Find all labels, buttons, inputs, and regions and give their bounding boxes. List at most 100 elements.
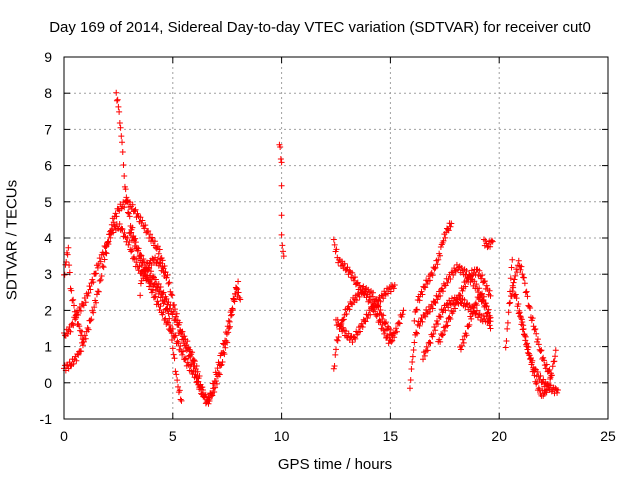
data-point bbox=[411, 317, 418, 324]
data-point bbox=[382, 320, 389, 327]
y-tick-label: 9 bbox=[44, 49, 52, 65]
data-point bbox=[419, 291, 426, 298]
data-point bbox=[131, 207, 138, 214]
data-point bbox=[512, 272, 519, 279]
data-point bbox=[147, 272, 154, 279]
data-point bbox=[489, 238, 496, 245]
data-point bbox=[485, 306, 492, 313]
data-point bbox=[439, 331, 446, 338]
data-point bbox=[180, 348, 187, 355]
data-point bbox=[75, 351, 82, 358]
data-point bbox=[107, 234, 114, 241]
data-point bbox=[85, 326, 92, 333]
data-point bbox=[190, 357, 197, 364]
data-point bbox=[448, 220, 455, 227]
data-point bbox=[389, 332, 396, 339]
data-point bbox=[369, 289, 376, 296]
data-point bbox=[471, 308, 478, 315]
data-point bbox=[513, 295, 520, 302]
data-point bbox=[413, 307, 420, 314]
data-point bbox=[508, 293, 515, 300]
data-point bbox=[84, 292, 91, 299]
data-point bbox=[418, 288, 425, 295]
data-point bbox=[447, 223, 454, 230]
data-point bbox=[332, 351, 339, 358]
data-point bbox=[154, 243, 161, 250]
data-point bbox=[515, 257, 522, 264]
data-point bbox=[175, 322, 182, 329]
data-point bbox=[212, 384, 219, 391]
data-point bbox=[424, 280, 431, 287]
data-point bbox=[278, 212, 285, 219]
data-point bbox=[542, 365, 549, 372]
data-point bbox=[156, 287, 163, 294]
data-point bbox=[208, 391, 215, 398]
data-point bbox=[154, 256, 161, 263]
data-point bbox=[113, 97, 120, 104]
data-point bbox=[399, 311, 406, 318]
data-point bbox=[411, 339, 418, 346]
data-point bbox=[112, 210, 119, 217]
data-point bbox=[444, 322, 451, 329]
data-point bbox=[416, 322, 423, 329]
data-point bbox=[483, 282, 490, 289]
data-point bbox=[197, 384, 204, 391]
data-point bbox=[154, 284, 161, 291]
data-point bbox=[450, 272, 457, 279]
points-layer bbox=[61, 89, 561, 407]
data-point bbox=[116, 220, 123, 227]
data-point bbox=[484, 319, 491, 326]
data-point bbox=[457, 292, 464, 299]
data-point bbox=[486, 315, 493, 322]
data-point bbox=[237, 296, 244, 303]
data-point bbox=[178, 336, 185, 343]
data-point bbox=[351, 274, 358, 281]
data-point bbox=[356, 293, 363, 300]
data-point bbox=[509, 288, 516, 295]
data-point bbox=[522, 337, 529, 344]
data-point bbox=[424, 347, 431, 354]
data-point bbox=[124, 199, 131, 206]
data-point bbox=[184, 338, 191, 345]
data-point bbox=[126, 213, 133, 220]
data-point bbox=[133, 259, 140, 266]
data-point bbox=[173, 371, 180, 378]
data-point bbox=[443, 318, 450, 325]
data-point bbox=[119, 226, 126, 233]
data-point bbox=[518, 316, 525, 323]
data-point bbox=[437, 252, 444, 259]
data-point bbox=[380, 312, 387, 319]
data-point bbox=[408, 366, 415, 373]
data-point bbox=[192, 368, 199, 375]
data-point bbox=[422, 284, 429, 291]
data-point bbox=[441, 327, 448, 334]
data-point bbox=[159, 263, 166, 270]
data-point bbox=[149, 273, 156, 280]
data-point bbox=[78, 348, 85, 355]
data-point bbox=[351, 334, 358, 341]
data-point bbox=[77, 332, 84, 339]
data-point bbox=[465, 323, 472, 330]
data-point bbox=[219, 359, 226, 366]
data-point bbox=[142, 222, 149, 229]
data-point bbox=[278, 159, 285, 166]
data-point bbox=[125, 241, 132, 248]
data-point bbox=[551, 358, 558, 365]
data-point bbox=[345, 330, 352, 337]
data-point bbox=[363, 294, 370, 301]
data-point bbox=[473, 307, 480, 314]
data-point bbox=[234, 286, 241, 293]
data-point bbox=[157, 260, 164, 267]
data-point bbox=[154, 298, 161, 305]
data-point bbox=[225, 329, 232, 336]
data-point bbox=[140, 255, 147, 262]
data-point bbox=[231, 298, 238, 305]
data-point bbox=[398, 313, 405, 320]
data-point bbox=[128, 229, 135, 236]
data-point bbox=[70, 322, 77, 329]
data-point bbox=[113, 213, 120, 220]
data-point bbox=[505, 309, 512, 316]
data-point bbox=[122, 186, 129, 193]
data-point bbox=[177, 396, 184, 403]
data-point bbox=[173, 310, 180, 317]
